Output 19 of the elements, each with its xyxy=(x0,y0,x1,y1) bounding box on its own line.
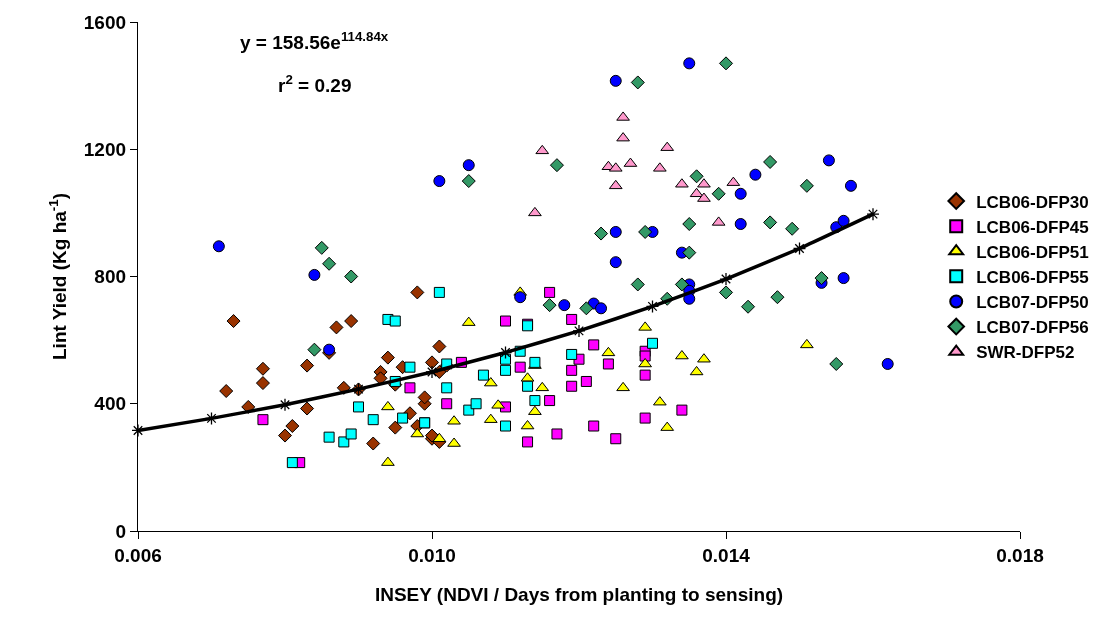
y-tick-label: 800 xyxy=(94,266,127,288)
x-tick-label: 0.010 xyxy=(408,544,456,566)
legend-label: LCB06-DFP55 xyxy=(976,267,1089,287)
legend-label: LCB07-DFP50 xyxy=(976,293,1089,313)
legend-label: LCB07-DFP56 xyxy=(976,318,1089,338)
y-tick-label: 0 xyxy=(115,520,127,542)
y-tick-label: 1600 xyxy=(83,11,127,33)
annotation: r$^{2}$ = 0.29 xyxy=(278,72,352,96)
x-axis-title: INSEY (NDVI / Days from planting to sensing) xyxy=(374,583,784,605)
annotation: y = 158.56e$^{114.84x}$ xyxy=(240,29,389,53)
legend-label: LCB06-DFP45 xyxy=(976,217,1089,237)
legend-label: SWR-DFP52 xyxy=(976,343,1075,363)
x-tick-label: 0.006 xyxy=(114,544,162,566)
x-tick-label: 0.014 xyxy=(702,544,751,566)
y-tick-label: 400 xyxy=(94,393,127,415)
legend-label: LCB06-DFP51 xyxy=(976,242,1089,262)
legend-label: LCB06-DFP30 xyxy=(976,192,1089,212)
x-tick-label: 0.018 xyxy=(996,544,1044,566)
y-tick-label: 1200 xyxy=(83,138,127,160)
